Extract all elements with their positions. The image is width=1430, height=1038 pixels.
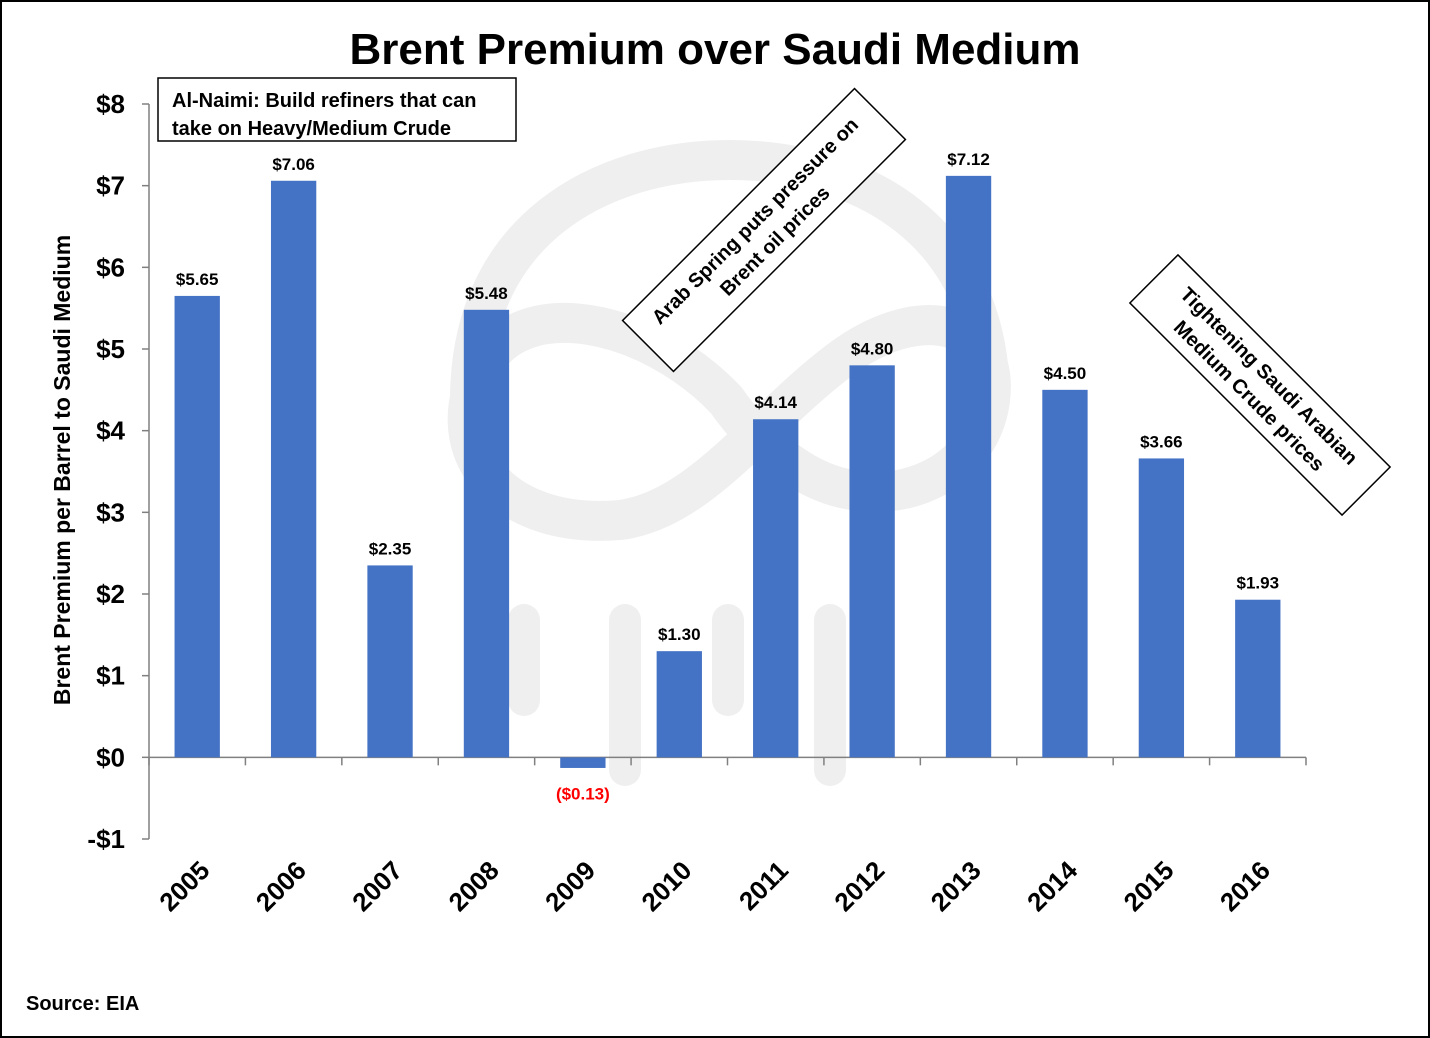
x-tick-label: 2005 — [153, 855, 215, 917]
bar-2011 — [753, 419, 799, 758]
data-label-2005: $5.65 — [176, 270, 219, 289]
y-axis-ticks: $8 $7 $6 $5 $4 $3 $2 $1 $0 -$1 — [87, 89, 149, 854]
data-label-2006: $7.06 — [272, 155, 315, 174]
x-tick-label: 2012 — [828, 855, 890, 917]
annotation-al-naimi-box — [157, 77, 517, 142]
data-labels: $5.65 $7.06 $2.35 $5.48 ($0.13) $1.30 $4.14 $4.… — [176, 150, 1279, 803]
y-axis-label: Brent Premium per Barrel to Saudi Medium — [49, 235, 75, 705]
bar-2010 — [656, 651, 702, 758]
annotation-al-naimi: Al-Naimi: Build refiners that can take o… — [157, 77, 517, 142]
x-tick-label: 2014 — [1021, 855, 1083, 917]
y-tick-label: $5 — [96, 334, 125, 364]
y-tick-label: -$1 — [87, 824, 125, 854]
x-tick-label: 2009 — [539, 855, 601, 917]
data-label-2007: $2.35 — [369, 539, 412, 558]
data-label-2010: $1.30 — [658, 625, 701, 644]
annotation-arab-spring-box — [621, 87, 907, 373]
bar-2006 — [270, 180, 317, 758]
bar-2008 — [463, 309, 510, 758]
annotation-tightening-box — [1128, 253, 1392, 517]
y-tick-label: $8 — [96, 89, 125, 119]
bar-2007 — [367, 565, 413, 758]
data-label-2008: $5.48 — [465, 284, 508, 303]
y-tick-label: $6 — [96, 252, 125, 282]
data-label-2013: $7.12 — [947, 150, 990, 169]
y-tick-label: $2 — [96, 579, 125, 609]
y-tick-label: $0 — [96, 742, 125, 772]
y-tick-label: $4 — [96, 416, 125, 446]
bar-2005 — [174, 295, 220, 758]
source-note: Source: EIA — [26, 993, 139, 1015]
annotation-al-naimi-line-1: Al-Naimi: Build refiners that can — [172, 90, 477, 112]
chart-title: Brent Premium over Saudi Medium — [349, 25, 1080, 74]
bar-2012 — [849, 365, 895, 758]
x-tick-label: 2007 — [346, 855, 408, 917]
annotation-al-naimi-line-2: take on Heavy/Medium Crude — [172, 118, 451, 140]
data-label-2015: $3.66 — [1140, 432, 1183, 451]
x-tick-label: 2010 — [635, 855, 697, 917]
y-tick-label: $3 — [96, 497, 125, 527]
y-tick-label: $1 — [96, 661, 125, 691]
x-tick-label: 2008 — [443, 855, 505, 917]
x-tick-label: 2015 — [1118, 855, 1180, 917]
x-tick-label: 2016 — [1214, 855, 1276, 917]
bar-2014 — [1042, 389, 1088, 758]
y-tick-label: $7 — [96, 171, 125, 201]
data-label-2012: $4.80 — [851, 339, 894, 358]
bar-2016 — [1235, 599, 1281, 758]
x-tick-label: 2006 — [250, 855, 312, 917]
data-label-2009: ($0.13) — [556, 784, 610, 803]
data-label-2014: $4.50 — [1044, 364, 1087, 383]
bar-2015 — [1138, 458, 1185, 758]
bar-series — [174, 175, 1281, 768]
data-label-2011: $4.14 — [754, 393, 797, 412]
x-tick-label: 2013 — [925, 855, 987, 917]
x-tick-label: 2011 — [733, 855, 794, 916]
watermark-infinity-loop — [447, 302, 1011, 541]
bar-2013 — [945, 175, 992, 758]
data-label-2016: $1.93 — [1237, 574, 1280, 593]
x-axis: 2005 2006 2007 2008 2009 2010 2011 2012 2013 2014… — [148, 756, 1307, 917]
bar-2009 — [560, 757, 606, 768]
